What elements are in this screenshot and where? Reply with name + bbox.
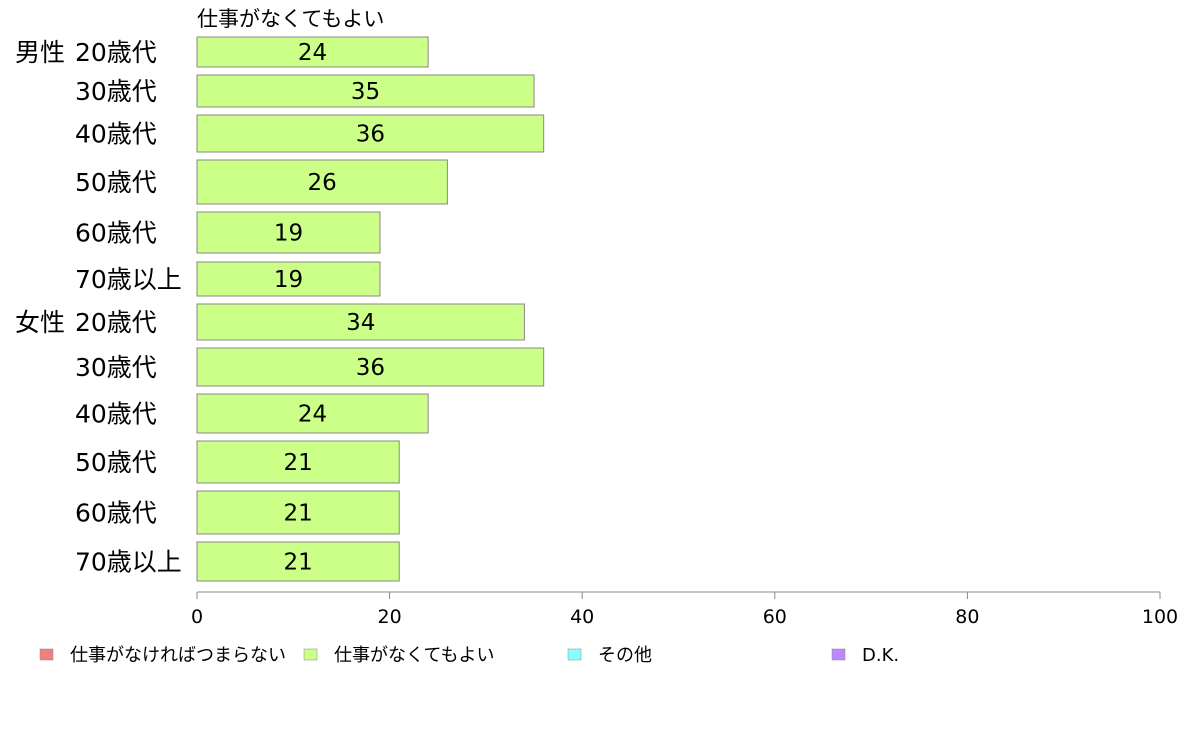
x-tick-label: 20 (378, 606, 402, 628)
bar (196, 347, 545, 387)
group-label: 男性 (15, 38, 65, 67)
category-label: 20歳代 (75, 38, 157, 67)
bar (196, 36, 429, 68)
category-label: 30歳代 (75, 353, 157, 382)
category-label: 60歳代 (75, 219, 157, 248)
legend-label: D.K. (862, 645, 899, 666)
legend-label: その他 (598, 645, 652, 666)
data-label: 21 (283, 501, 312, 527)
x-tick-label: 60 (763, 606, 787, 628)
data-label: 21 (283, 450, 312, 476)
category-label: 30歳代 (75, 77, 157, 106)
category-label: 70歳以上 (75, 548, 182, 577)
category-label: 40歳代 (75, 400, 157, 429)
bar (196, 74, 535, 108)
category-label: 50歳代 (75, 168, 157, 197)
legend: 仕事がなければつまらない 仕事がなくてもよい その他 D.K. (39, 645, 899, 666)
legend-swatch (39, 648, 54, 661)
legend-label: 仕事がなければつまらない (70, 645, 286, 666)
x-tick-label: 40 (570, 606, 594, 628)
bar (196, 159, 448, 205)
bar (196, 211, 381, 254)
x-tick-label: 80 (955, 606, 979, 628)
data-label: 35 (351, 79, 380, 105)
x-tick-label: 100 (1142, 606, 1178, 628)
data-label: 34 (346, 310, 375, 336)
data-label: 36 (356, 355, 385, 381)
bar (196, 440, 400, 484)
x-axis: 0 20 40 60 80 100 (191, 591, 1178, 628)
bar (196, 303, 525, 341)
category-label: 70歳以上 (75, 265, 182, 294)
bar (196, 490, 400, 535)
data-label: 19 (274, 221, 303, 247)
category-label: 40歳代 (75, 120, 157, 149)
data-label: 24 (298, 402, 327, 428)
data-label: 26 (308, 170, 337, 196)
legend-swatch (303, 648, 318, 661)
bar (196, 261, 381, 297)
bar (196, 541, 400, 582)
data-label: 21 (283, 550, 312, 576)
data-label: 24 (298, 40, 327, 66)
category-label: 20歳代 (75, 308, 157, 337)
legend-swatch (831, 648, 846, 661)
bar (196, 393, 429, 434)
series-title: 仕事がなくてもよい (197, 7, 384, 31)
data-label: 36 (356, 122, 385, 148)
legend-label: 仕事がなくてもよい (334, 645, 495, 666)
x-tick-label: 0 (191, 606, 203, 628)
category-label: 60歳代 (75, 499, 157, 528)
group-label: 女性 (15, 308, 65, 337)
legend-swatch (567, 648, 582, 661)
bar (196, 114, 545, 153)
data-label: 19 (274, 267, 303, 293)
category-label: 50歳代 (75, 448, 157, 477)
